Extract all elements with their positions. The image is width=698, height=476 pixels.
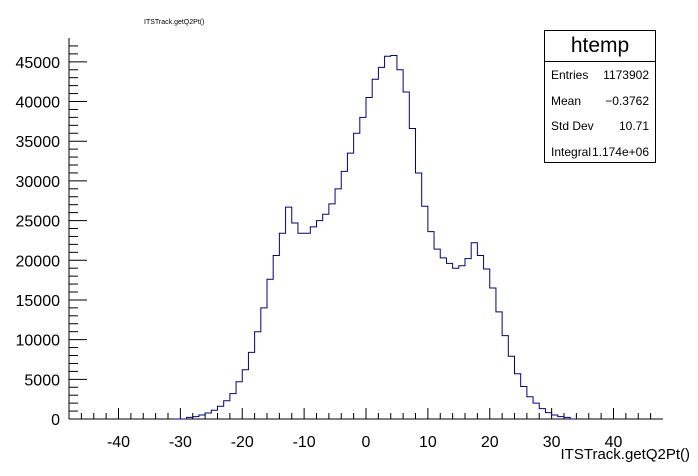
x-tick-label: 30 [543, 434, 561, 451]
y-tick-label: 5000 [24, 372, 60, 389]
x-axis-title: ITSTrack.getQ2Pt() [560, 446, 690, 463]
stats-title: htemp [545, 31, 655, 62]
stats-box: htemp Entries 1173902 Mean −0.3762 Std D… [544, 30, 656, 163]
stats-label: Integral [551, 144, 592, 159]
x-tick-label: 0 [362, 434, 371, 451]
histogram-outline [174, 54, 577, 420]
y-tick-label: 15000 [16, 293, 61, 310]
y-tick-label: 10000 [16, 333, 61, 350]
stats-value: 1173902 [603, 68, 649, 82]
stats-value: −0.3762 [605, 93, 649, 108]
stats-row-std-dev: Std Dev 10.71 [545, 113, 655, 139]
x-tick-label: 20 [481, 434, 499, 451]
stats-row-entries: Entries 1173902 [545, 62, 655, 88]
y-tick-label: 40000 [16, 95, 61, 112]
histogram-title: ITSTrack.getQ2Pt() [144, 19, 205, 26]
x-tick-label: -30 [169, 434, 192, 451]
stats-label: Std Dev [551, 119, 594, 133]
stats-row-mean: Mean −0.3762 [545, 88, 655, 114]
y-tick-label: 25000 [16, 214, 61, 231]
y-tick-label: 35000 [16, 134, 61, 151]
stats-value: 1.174e+06 [591, 144, 649, 159]
y-tick-label: 45000 [16, 55, 61, 72]
x-tick-label: -20 [231, 434, 254, 451]
stats-value: 10.71 [618, 119, 649, 133]
x-tick-label: 40 [605, 434, 623, 451]
x-tick-label: 10 [419, 434, 437, 451]
axes: -40 -30 -20 -10 0 10 20 30 40 0 5000 10000 15000 2000… [16, 38, 663, 451]
stats-row-integral: Integral 1.174e+06 [545, 139, 655, 165]
y-tick-label: 30000 [16, 174, 61, 191]
y-tick-label: 0 [51, 412, 60, 429]
y-tick-label: 20000 [16, 253, 61, 270]
stats-label: Mean [551, 93, 582, 108]
x-tick-label: -10 [293, 434, 316, 451]
stats-label: Entries [551, 68, 589, 82]
x-tick-label: -40 [107, 434, 130, 451]
